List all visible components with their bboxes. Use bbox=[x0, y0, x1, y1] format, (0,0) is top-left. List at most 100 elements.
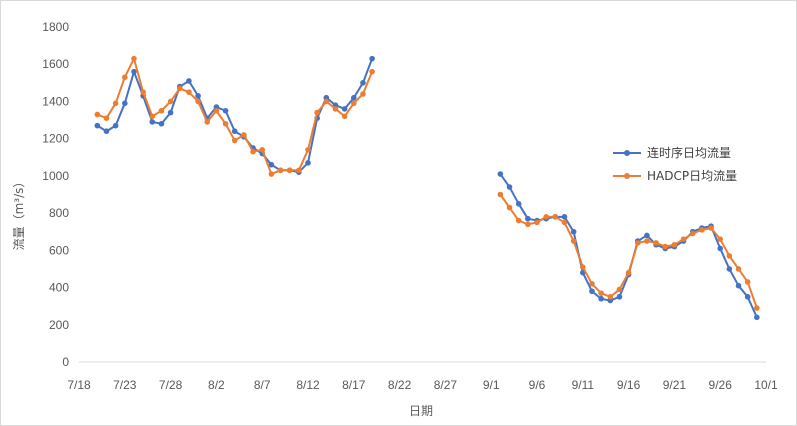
series-2-point bbox=[552, 214, 559, 220]
series-2-point bbox=[717, 236, 723, 242]
series-2-point bbox=[497, 191, 504, 198]
legend-item-series-1: 连时序日均流量 bbox=[613, 145, 731, 160]
series-1-point bbox=[561, 214, 568, 220]
y-tick-label: 1200 bbox=[42, 132, 69, 146]
series-1-point bbox=[351, 94, 357, 101]
series-2-point bbox=[341, 113, 348, 120]
series-1-point bbox=[112, 122, 119, 129]
series-layer bbox=[94, 55, 760, 321]
series-1-point bbox=[268, 161, 275, 168]
series-1-point bbox=[341, 106, 348, 112]
series-2-point bbox=[158, 107, 165, 114]
series-2-point bbox=[699, 227, 705, 233]
series-1-point bbox=[616, 294, 623, 300]
series-2-point bbox=[589, 281, 595, 287]
series-2-point bbox=[662, 243, 669, 250]
x-tick-label: 9/1 bbox=[483, 378, 500, 392]
series-1-point bbox=[149, 119, 156, 125]
series-2-point bbox=[580, 264, 586, 270]
x-tick-label: 8/22 bbox=[388, 378, 412, 392]
series-1-point bbox=[506, 184, 513, 190]
series-2-point bbox=[506, 204, 513, 211]
series-2-point bbox=[360, 91, 366, 97]
y-tick-label: 400 bbox=[49, 281, 69, 295]
series-2-point bbox=[241, 132, 247, 138]
series-2-point bbox=[103, 115, 110, 121]
series-2-point bbox=[186, 89, 192, 95]
y-tick-label: 1600 bbox=[42, 57, 69, 71]
series-2-point bbox=[607, 294, 614, 300]
series-1-point bbox=[744, 294, 751, 300]
series-2-point bbox=[671, 241, 678, 248]
series-2-point bbox=[634, 240, 641, 246]
series-2-point bbox=[250, 148, 256, 155]
series-1-point bbox=[122, 100, 128, 107]
series-1-point bbox=[598, 295, 604, 302]
series-2-point bbox=[94, 111, 101, 118]
series-2-point bbox=[268, 171, 275, 177]
series-1-line-segment-2 bbox=[499, 173, 758, 318]
x-tick-label: 8/12 bbox=[296, 378, 320, 392]
x-tick-label: 9/16 bbox=[617, 378, 641, 392]
x-tick-label: 8/2 bbox=[208, 378, 225, 392]
series-2-point bbox=[204, 119, 211, 125]
y-tick-label: 1400 bbox=[42, 94, 69, 108]
series-1-point bbox=[305, 160, 311, 166]
series-2-point bbox=[689, 230, 696, 237]
series-1-point bbox=[369, 55, 375, 62]
series-2-point bbox=[305, 147, 311, 153]
x-tick-label: 9/6 bbox=[529, 378, 546, 392]
series-2-point bbox=[369, 68, 375, 75]
x-tick-label: 7/23 bbox=[113, 378, 137, 392]
series-1-point bbox=[644, 232, 650, 239]
series-2-point bbox=[543, 214, 549, 220]
series-1-point bbox=[222, 107, 229, 114]
series-2 bbox=[94, 55, 760, 311]
y-tick-label: 600 bbox=[49, 243, 69, 257]
y-tick-label: 200 bbox=[49, 318, 69, 332]
series-2-point bbox=[598, 290, 604, 296]
series-2-point bbox=[140, 89, 146, 95]
legend-label-series-1: 连时序日均流量 bbox=[647, 145, 731, 160]
series-1-point bbox=[589, 288, 595, 295]
series-1-point bbox=[94, 122, 101, 129]
series-2-point bbox=[231, 137, 238, 144]
series-2-point bbox=[534, 219, 540, 226]
x-tick-label: 10/1 bbox=[754, 378, 778, 392]
series-2-point bbox=[708, 225, 714, 231]
series-2-point bbox=[570, 238, 577, 244]
series-2-point bbox=[149, 113, 156, 120]
series-1-point bbox=[131, 68, 137, 75]
series-2-point bbox=[277, 167, 284, 174]
series-2-point bbox=[625, 269, 632, 276]
series-1-point bbox=[754, 314, 760, 321]
series-2-point bbox=[259, 147, 266, 153]
legend-marker-series-2 bbox=[624, 173, 630, 179]
x-tick-label: 9/26 bbox=[709, 378, 733, 392]
x-tick-label: 8/7 bbox=[254, 378, 271, 392]
series-1-point bbox=[717, 245, 723, 252]
series-2-point bbox=[616, 286, 623, 293]
series-2-line-segment-1 bbox=[96, 57, 374, 176]
legend: 连时序日均流量 HADCP日均流量 bbox=[613, 145, 737, 183]
x-axis-ticks: 7/18 7/23 7/28 8/2 8/7 8/12 8/17 8/22 8/27 9/1 9/6… bbox=[67, 378, 778, 392]
series-2-point bbox=[754, 305, 760, 311]
series-1 bbox=[94, 55, 760, 321]
series-2-point bbox=[222, 120, 229, 127]
series-2-point bbox=[112, 100, 119, 107]
series-1-point bbox=[735, 282, 742, 289]
legend-label-series-2: HADCP日均流量 bbox=[647, 169, 737, 183]
legend-marker-series-1 bbox=[624, 150, 630, 156]
series-2-point bbox=[296, 167, 302, 174]
series-1-point bbox=[186, 78, 192, 84]
series-1-point bbox=[158, 120, 165, 127]
series-2-point bbox=[167, 98, 174, 105]
y-axis-title: 流量（m³/s） bbox=[12, 176, 26, 251]
series-2-point bbox=[286, 167, 293, 174]
x-tick-label: 9/11 bbox=[572, 378, 595, 392]
series-1-point bbox=[570, 228, 577, 235]
series-2-point bbox=[744, 279, 751, 285]
x-tick-label: 9/21 bbox=[663, 378, 687, 392]
series-2-point bbox=[351, 100, 357, 107]
